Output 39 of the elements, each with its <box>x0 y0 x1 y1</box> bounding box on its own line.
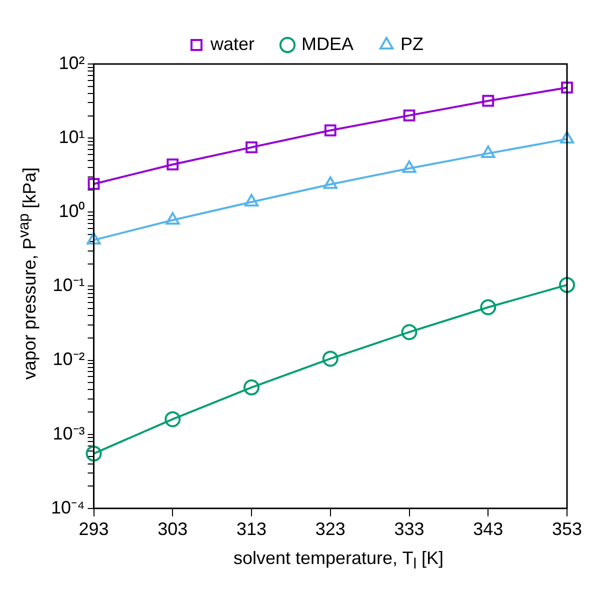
point <box>86 232 101 245</box>
y-tick-label: 10¹ <box>58 127 85 148</box>
point <box>480 299 496 316</box>
point <box>482 94 494 107</box>
point <box>322 350 338 367</box>
point <box>166 158 179 170</box>
point <box>244 194 259 207</box>
point <box>402 160 416 173</box>
x-tick-label: 323 <box>315 519 346 540</box>
x-axis-title: solvent temperature, T$_{l}$ [K] <box>232 548 445 573</box>
point <box>166 212 180 225</box>
x-tick-label: 313 <box>236 519 267 540</box>
x-tick-label: 343 <box>473 519 504 540</box>
y-tick-label: 10⁻⁴ <box>50 497 85 518</box>
point <box>244 379 260 396</box>
x-tick-label: 333 <box>394 519 424 540</box>
x-tick-label: 293 <box>78 519 109 540</box>
point <box>88 178 100 190</box>
y-tick-label: 10⁻¹ <box>52 275 85 296</box>
point <box>164 411 181 428</box>
y-tick-label: 10⁻³ <box>52 423 85 444</box>
point <box>86 446 102 462</box>
point <box>481 145 496 158</box>
legend-label: PZ <box>400 34 424 54</box>
x-tick-label: 303 <box>158 519 188 540</box>
point <box>323 176 338 189</box>
legend-label: MDEA <box>302 34 354 54</box>
point <box>561 82 573 94</box>
point <box>559 276 575 293</box>
point <box>324 124 336 136</box>
point <box>246 141 258 154</box>
y-tick-label: 10⁰ <box>58 201 85 222</box>
x-tick-label: 353 <box>552 519 582 540</box>
legend-label: water <box>209 34 255 54</box>
point <box>403 110 416 122</box>
point <box>560 131 574 144</box>
point <box>401 324 418 340</box>
y-tick-label: 10² <box>58 52 85 73</box>
y-tick-label: 10⁻² <box>52 349 85 370</box>
